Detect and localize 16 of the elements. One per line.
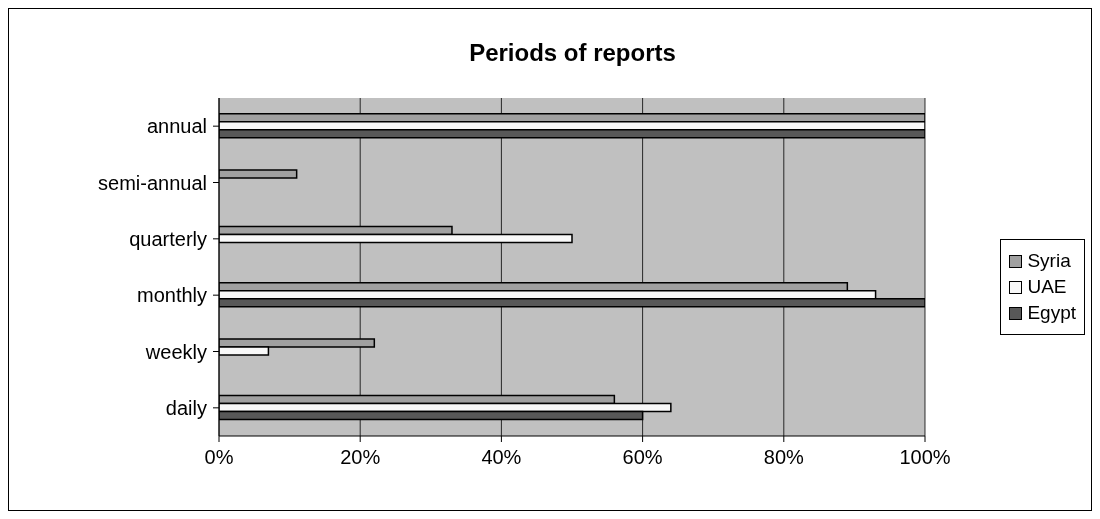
y-tick-label: quarterly [129,227,207,250]
x-tick-label: 60% [622,446,663,469]
chart-title: Periods of reports [468,39,677,67]
x-tick-label: 40% [481,446,522,469]
legend-label: UAE [1027,276,1067,298]
x-tick-label: 80% [763,446,805,469]
y-tick-label: semi-annual [98,171,207,194]
y-tick-label: weekly [144,340,207,363]
y-tick-label: daily [165,396,207,419]
x-tick-label: 20% [340,446,381,469]
x-tick-label: 0% [204,446,234,469]
x-tick-label: 100% [899,446,951,469]
y-tick-label: monthly [136,284,207,307]
legend-label: Egypt [1027,302,1076,324]
legend-label: Syria [1027,250,1071,272]
y-tick-label: annual [146,115,207,138]
